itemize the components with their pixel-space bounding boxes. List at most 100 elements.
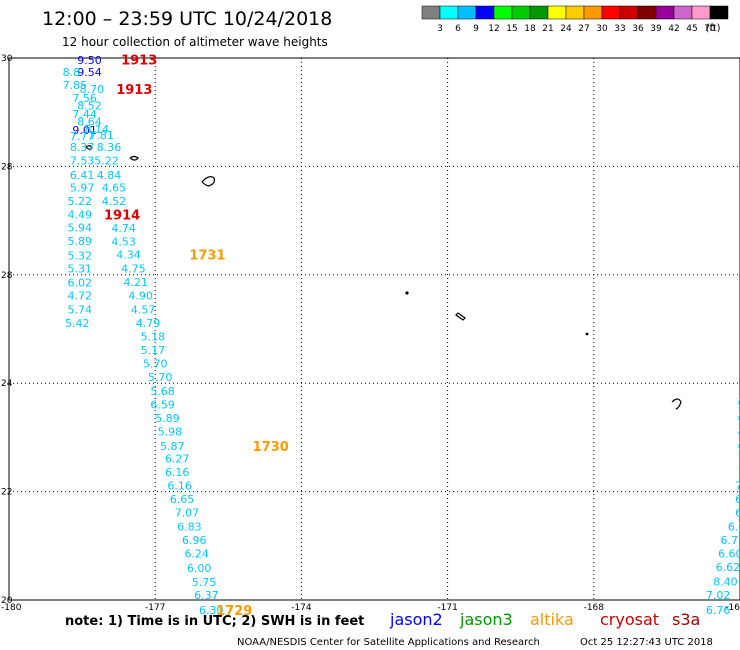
wave-height-point: 7.07 [175,507,200,520]
wave-height-point: 5.94 [67,222,92,235]
wave-height-point: 7.02 [706,589,731,602]
color-swatch [655,5,675,20]
pass-time-label: 1731 [189,249,225,264]
map-frame [8,57,740,601]
color-scale-tick: 45 [686,24,697,34]
wave-height-point: 7.97 [735,480,740,493]
wave-height-point: 5.70 [143,358,168,371]
wave-height-point: 5.32 [67,249,92,262]
y-tick-label: 28 [1,271,13,281]
wave-height-point: 5.74 [67,303,92,316]
color-swatch [493,5,513,20]
color-swatch [583,5,603,20]
wave-height-point: 4.72 [67,289,92,302]
wave-height-point: 5.89 [155,412,180,425]
y-tick-label: 24 [1,379,13,389]
wave-height-point: 4.74 [111,222,136,235]
color-scale-tick: 42 [668,24,679,34]
satellite-legend-entry: altika [530,610,574,629]
wave-height-point: 6 [738,412,740,425]
wave-height-point: 8.8 [63,66,81,79]
wave-height-point: 8.70 [80,83,105,96]
pass-time-label: 1913 [121,54,157,69]
wave-height-point: 9.50 [77,54,102,67]
wave-height-point: 4.34 [116,249,141,262]
wave-height-point: 8.52 [77,100,102,113]
wave-height-point: 6.65 [170,493,195,506]
units-label: (ft) [705,23,720,34]
wave-height-point: 5.31 [67,262,92,275]
wave-height-point: 5.97 [70,182,95,195]
wave-height-point: 6.00 [187,562,212,575]
wave-height-point: 8.37 [70,141,95,154]
color-swatch [475,5,495,20]
color-scale-tick: 70 [704,24,716,34]
y-tick-label: 22 [1,488,12,498]
wave-height-point: 7.77 [70,130,95,143]
wave-height-point: 5.98 [158,425,183,438]
wave-height-point: 7.56 [72,92,97,105]
satellite-legend: jason2 jason3 altika cryosat s3a [389,610,700,629]
wave-height-point: 5.17 [141,344,166,357]
wave-height-point: 6.16 [165,466,190,479]
color-swatch [673,5,693,20]
footer-note: note: 1) Time is in UTC; 2) SWH is in fe… [65,614,364,629]
wave-height-point: 8.64 [77,115,102,128]
wave-height-point: 5.70 [148,371,173,384]
wave-height-point: 5.22 [94,154,119,167]
wave-height-point: 6. [738,440,740,453]
x-tick-label: -180 [1,603,22,613]
island-outline [455,312,466,321]
color-scale-tick: 30 [596,24,608,34]
color-swatch [709,5,729,20]
wave-height-point: 6.65 [735,507,740,520]
color-scale-tick: 15 [506,24,517,34]
wave-height-point: 6.27 [165,453,190,466]
wave-height-point: 6.59 [150,398,175,411]
y-tick-label: 30 [1,54,13,64]
wave-height-point: 5.68 [150,385,175,398]
wave-height-point: 4.21 [124,276,149,289]
subtitle: 12 hour collection of altimeter wave hei… [62,35,328,49]
wave-height-point: 4.53 [111,236,136,249]
wave-height-point: 5.75 [192,576,217,589]
satellite-legend-entry: s3a [672,610,700,629]
wave-height-point: 6.17 [728,520,740,533]
color-swatch [421,5,441,20]
color-swatch [601,5,621,20]
wave-height-point: 8.36 [97,141,122,154]
wave-height-point: 4.84 [97,169,122,182]
wave-height-point: 6.30 [199,604,224,617]
wave-height-point: 8.14 [85,123,110,136]
wave-height-point: 6.83 [177,520,202,533]
island-outline [405,291,409,295]
pass-time-label: 1914 [104,209,140,224]
x-tick-label: -177 [145,603,165,613]
wave-height-point: 6.02 [67,276,92,289]
color-swatch [547,5,567,20]
color-scale-tick: 21 [542,24,553,34]
color-scale-legend: 3 6 9 12 15 18 21 24 27 30 33 36 39 42 45 70 [421,5,729,34]
x-tick-label: -168 [584,603,605,613]
wave-height-point: 6.24 [184,547,209,560]
color-swatch [511,5,531,20]
wave-height-point: 6.69 [735,493,740,506]
wave-height-point: 4.49 [67,209,92,222]
color-swatch [691,5,711,20]
wave-height-point: 6.60 [718,547,740,560]
wave-height-point: 6.76 [706,604,731,617]
pass-time-labels: 1913191319141731173017292 [104,54,289,619]
wave-height-point: 7.53 [70,154,95,167]
wave-height-point: 6.37 [194,589,219,602]
wave-height-point: 7.0 [738,453,740,466]
wave-height-point: 4.75 [121,262,146,275]
wave-height-point: 6.16 [167,480,192,493]
wave-height-point: 6.62 [716,561,740,574]
wave-height-point: 5.89 [67,235,92,248]
satellite-legend-entry: jason3 [459,610,513,629]
pass-time-label: 1729 [216,604,252,619]
wave-height-labels: 9.509.549.018.87.858.707.568.527.448.648… [63,54,740,617]
island-outline [85,145,93,150]
color-swatch [529,5,549,20]
